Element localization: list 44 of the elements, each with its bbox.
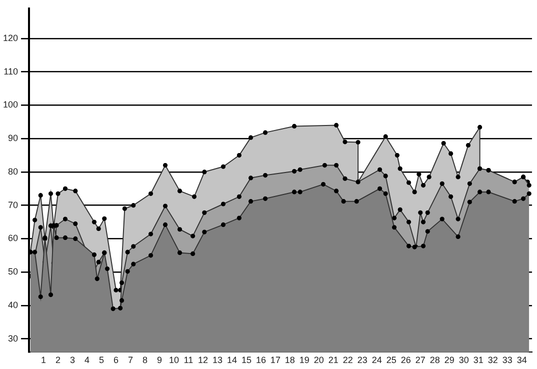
x-tick-label: 15 (241, 355, 252, 366)
x-tick-label: 16 (256, 355, 266, 366)
y-tick-label: 120 (2, 32, 18, 43)
x-tick-label: 12 (198, 355, 208, 366)
x-tick-label: 4 (84, 355, 90, 366)
x-tick-label: 5 (98, 355, 104, 366)
x-tick-label: 29 (444, 355, 454, 366)
x-tick-label: 2 (56, 355, 61, 366)
x-tick-label: 6 (113, 355, 118, 366)
y-tick-label: 30 (8, 333, 18, 344)
x-tick-label: 9 (156, 355, 162, 366)
y-tick-label: 100 (2, 100, 18, 110)
x-tick-label: 10 (168, 355, 179, 366)
x-tick-label: 21 (328, 355, 338, 366)
x-tick-label: 34 (516, 355, 527, 366)
x-tick-label: 31 (473, 355, 484, 366)
x-tick-label: 26 (400, 355, 411, 366)
x-tick-label: 3 (70, 355, 76, 366)
y-tick-label: 40 (8, 300, 18, 310)
x-tick-label: 33 (502, 355, 512, 366)
x-tick-label: 18 (284, 355, 295, 366)
x-tick-label: 17 (270, 355, 280, 366)
y-tick-label: 90 (8, 133, 18, 144)
x-tick-label: 7 (128, 355, 133, 366)
x-tick-label: 24 (372, 355, 382, 366)
x-tick-label: 28 (430, 355, 440, 366)
x-tick-label: 27 (415, 355, 426, 366)
x-tick-label: 23 (357, 355, 368, 366)
y-tick-label: 50 (8, 266, 18, 277)
x-tick-label: 20 (314, 355, 324, 366)
x-tick-label: 13 (212, 355, 222, 366)
x-tick-label: 11 (184, 355, 194, 366)
x-tick-label: 22 (342, 355, 353, 366)
y-tick-label: 60 (8, 233, 18, 244)
x-tick-label: 8 (142, 355, 148, 366)
y-tick-label: 70 (8, 200, 18, 210)
x-tick-label: 32 (488, 355, 498, 366)
x-tick-label: 19 (299, 355, 310, 366)
y-tick-label: 110 (4, 66, 18, 76)
x-tick-label: 14 (226, 355, 237, 366)
x-tick-label: 25 (386, 355, 396, 366)
x-tick-label: 1 (41, 355, 46, 366)
x-tick-label: 30 (458, 355, 469, 366)
y-tick-label: 80 (8, 166, 18, 176)
